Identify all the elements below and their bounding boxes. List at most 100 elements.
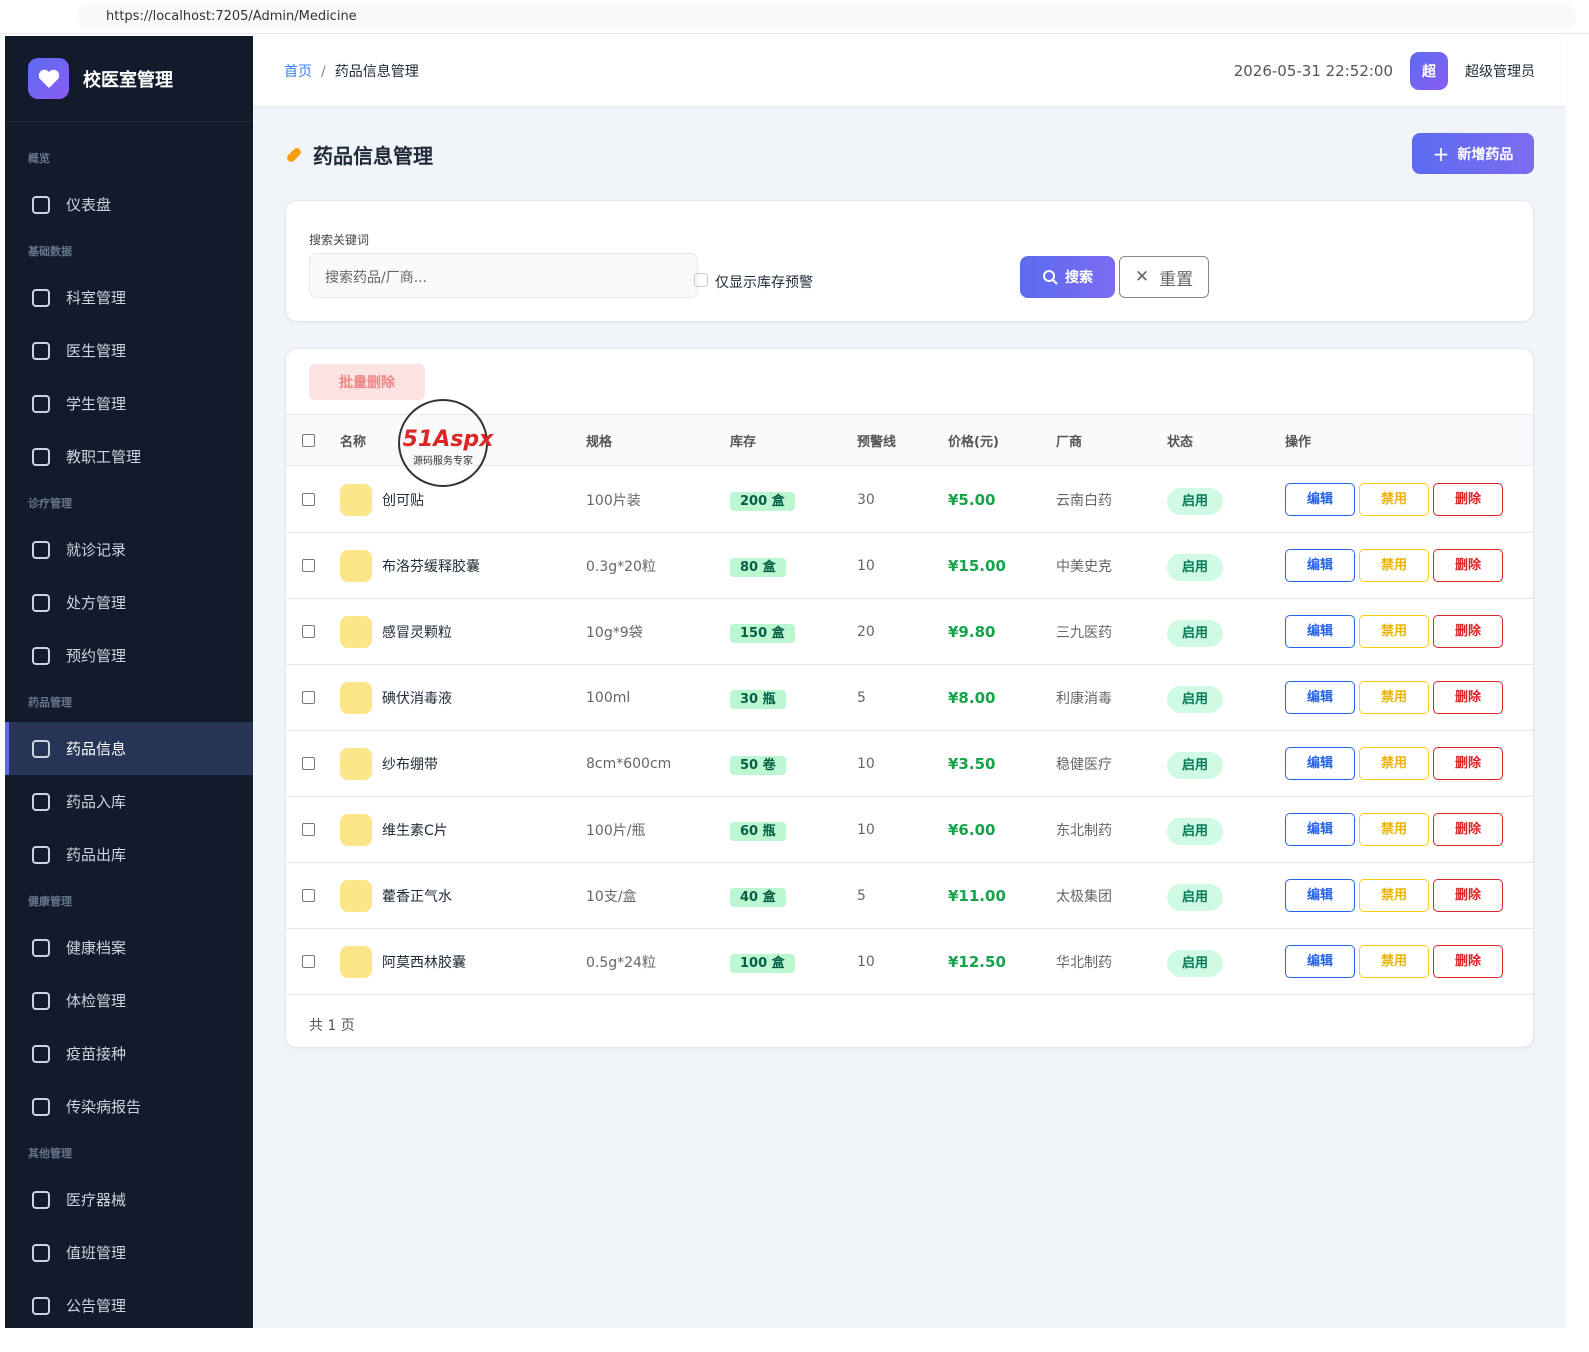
warning-checkbox[interactable]: [694, 273, 708, 287]
checkbox-label[interactable]: 仅显示库存预警: [715, 275, 813, 291]
nav-item[interactable]: 就诊记录: [5, 523, 253, 576]
cell: ¥15.00: [938, 557, 1046, 575]
action-button[interactable]: 删除: [1433, 945, 1503, 978]
nav-label: 疫苗接种: [66, 1045, 127, 1063]
row-checkbox[interactable]: [302, 955, 315, 968]
action-button[interactable]: 编辑: [1285, 681, 1355, 714]
nav-item[interactable]: 仪表盘: [5, 178, 253, 231]
add-button[interactable]: + 新增药品: [1412, 133, 1534, 174]
status: 启用: [1167, 950, 1224, 977]
warning-line: 5: [857, 887, 866, 904]
price: ¥11.00: [948, 886, 1006, 905]
reset-text: 重置: [1159, 269, 1194, 290]
nav-label: 科室管理: [66, 289, 127, 307]
action-button[interactable]: 删除: [1433, 747, 1503, 780]
nav-icon: [32, 938, 50, 957]
action-button[interactable]: 编辑: [1285, 747, 1355, 780]
search-input[interactable]: 搜索药品/厂商...: [309, 253, 698, 298]
main: 首页 / 药品信息管理 2026-05-31 22:52:00 超 超级管理员 药品…: [253, 36, 1566, 1328]
brand: 校医室管理: [5, 36, 253, 122]
cell: 编辑 禁用 删除: [1275, 483, 1533, 516]
cell: 启用: [1157, 488, 1275, 515]
row-checkbox[interactable]: [302, 823, 315, 836]
action-button[interactable]: 删除: [1433, 681, 1503, 714]
action-button[interactable]: 删除: [1433, 483, 1503, 516]
select-all[interactable]: [302, 433, 315, 447]
action-button[interactable]: 禁用: [1359, 813, 1429, 846]
action-button[interactable]: 禁用: [1359, 681, 1429, 714]
nav-item[interactable]: 医疗器械: [5, 1173, 253, 1226]
cell: 启用: [1157, 884, 1275, 911]
action-button[interactable]: 删除: [1433, 879, 1503, 912]
medicine-icon: [340, 549, 372, 582]
row-checkbox[interactable]: [302, 691, 315, 704]
nav-group-label: 基础数据: [28, 245, 72, 258]
action-button[interactable]: 禁用: [1359, 747, 1429, 780]
breadcrumb-link[interactable]: 首页: [284, 64, 312, 80]
nav-item[interactable]: 疫苗接种: [5, 1027, 253, 1080]
user-name[interactable]: 超级管理员: [1465, 64, 1535, 80]
spec: 100ml: [586, 689, 631, 706]
price: ¥8.00: [948, 688, 996, 707]
batch-delete[interactable]: 批量删除: [309, 364, 425, 400]
cell: [286, 625, 330, 638]
action-button[interactable]: 删除: [1433, 813, 1503, 846]
address-bar[interactable]: https://localhost:7205/Admin/Medicine: [76, 4, 1576, 30]
action-button[interactable]: 编辑: [1285, 813, 1355, 846]
reset-button[interactable]: ✕ 重置: [1119, 256, 1209, 298]
action-button[interactable]: 禁用: [1359, 615, 1429, 648]
action-button[interactable]: 禁用: [1359, 549, 1429, 582]
action-button[interactable]: 编辑: [1285, 945, 1355, 978]
nav-item[interactable]: 公告管理: [5, 1279, 253, 1332]
action-button[interactable]: 删除: [1433, 549, 1503, 582]
nav-item[interactable]: 医生管理: [5, 324, 253, 377]
medicine-icon: [340, 747, 372, 780]
add-label: 新增药品: [1457, 146, 1514, 163]
action-button[interactable]: 禁用: [1359, 945, 1429, 978]
action-button[interactable]: 禁用: [1359, 879, 1429, 912]
stock: 200 盒: [730, 492, 795, 511]
avatar[interactable]: 超: [1410, 52, 1448, 90]
stock: 60 瓶: [730, 822, 786, 841]
medicine-name: 藿香正气水: [382, 888, 452, 905]
row-checkbox[interactable]: [302, 889, 315, 902]
nav-item[interactable]: 健康档案: [5, 921, 253, 974]
datetime: 2026-05-31 22:52:00: [1233, 62, 1393, 80]
nav-item[interactable]: 学生管理: [5, 377, 253, 430]
search-button[interactable]: 搜索: [1020, 256, 1115, 298]
nav-item[interactable]: 传染病报告: [5, 1080, 253, 1133]
cell: 编辑 禁用 删除: [1275, 615, 1533, 648]
cell: ¥11.00: [938, 887, 1046, 905]
cell: ¥12.50: [938, 953, 1046, 971]
nav-item[interactable]: 预约管理: [5, 629, 253, 682]
nav-item[interactable]: 体检管理: [5, 974, 253, 1027]
cell: ¥5.00: [938, 491, 1046, 509]
action-button[interactable]: 编辑: [1285, 879, 1355, 912]
price: ¥15.00: [948, 556, 1006, 575]
stock: 80 盒: [730, 558, 786, 577]
row-checkbox[interactable]: [302, 625, 315, 638]
nav-item[interactable]: 处方管理: [5, 576, 253, 629]
row-checkbox[interactable]: [302, 559, 315, 572]
action-button[interactable]: 编辑: [1285, 615, 1355, 648]
nav-item[interactable]: 值班管理: [5, 1226, 253, 1279]
nav-item[interactable]: 教职工管理: [5, 430, 253, 483]
cell: 藿香正气水: [330, 879, 576, 912]
nav-item[interactable]: 科室管理: [5, 271, 253, 324]
warning-line: 10: [857, 953, 875, 970]
cell: 编辑 禁用 删除: [1275, 549, 1533, 582]
cell: 维生素C片: [330, 813, 576, 846]
nav-item[interactable]: 药品信息: [5, 722, 253, 775]
action-button[interactable]: 编辑: [1285, 549, 1355, 582]
action-button[interactable]: 编辑: [1285, 483, 1355, 516]
sidebar: 校医室管理 概览 仪表盘 基础数据 科室管理 医生管理 学生管理 教职工管理 诊疗管理 就诊记录…: [5, 36, 253, 1328]
nav-item[interactable]: 药品出库: [5, 828, 253, 881]
pagination: 共 1 页: [309, 1018, 355, 1034]
row-checkbox[interactable]: [302, 757, 315, 770]
action-button[interactable]: 禁用: [1359, 483, 1429, 516]
row-checkbox[interactable]: [302, 493, 315, 506]
column-header: 库存: [730, 434, 757, 450]
action-button[interactable]: 删除: [1433, 615, 1503, 648]
nav-item[interactable]: 药品入库: [5, 775, 253, 828]
